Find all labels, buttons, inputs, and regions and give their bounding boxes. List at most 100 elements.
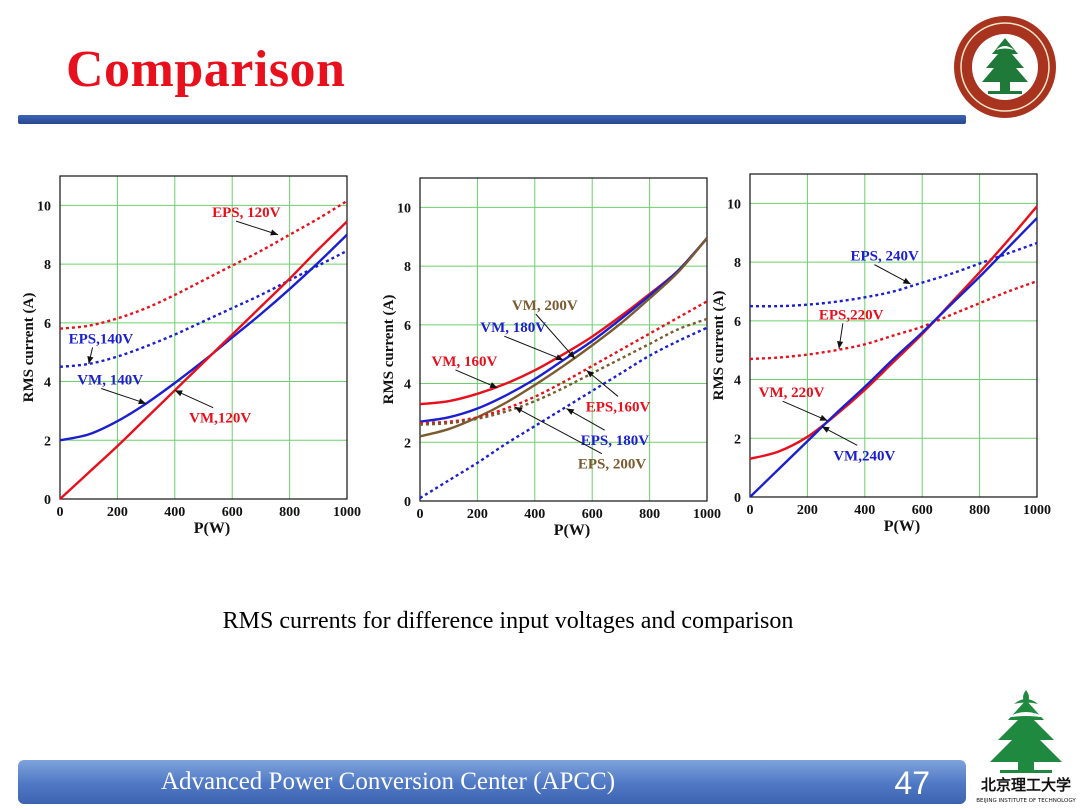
annotation-leader: [101, 388, 147, 405]
series-annotation: VM, 220V: [759, 385, 825, 401]
series-annotation: EPS,140V: [69, 331, 134, 347]
annotation-arrowhead: [567, 350, 575, 359]
annotation-arrowhead: [87, 356, 94, 364]
x-tick-label: 200: [797, 503, 818, 518]
series-line: [59, 249, 348, 369]
x-tick-label: 200: [467, 507, 488, 522]
series-line: [419, 300, 708, 425]
annotation-leader: [504, 335, 564, 361]
y-tick-label: 8: [404, 260, 411, 275]
series-annotation: VM, 140V: [77, 372, 143, 388]
annotation-arrowhead: [138, 398, 147, 405]
y-tick-label: 0: [734, 491, 741, 506]
series-annotation: VM, 180V: [480, 320, 546, 336]
annotation-arrowhead: [821, 426, 830, 433]
annotation-arrowhead: [270, 229, 279, 236]
title-divider: [18, 115, 966, 124]
x-tick-label: 1000: [693, 507, 721, 522]
series-line: [749, 241, 1038, 308]
y-axis-label: RMS current (A): [711, 291, 727, 401]
footer-bar: Advanced Power Conversion Center (APCC) …: [18, 760, 966, 804]
series-annotation: VM,120V: [189, 411, 251, 427]
annotation-arrowhead: [586, 370, 595, 378]
annotation-leader: [514, 406, 603, 455]
annotation-arrowhead: [514, 407, 523, 414]
annotation-leader: [455, 369, 498, 389]
chart-2: 0 200 400 600 800 1000 0 2 4 6 8 10 P(W) RMS current …: [381, 177, 721, 539]
annotation-leader: [535, 313, 576, 359]
chart-3: 0 200 400 600 800 1000 0 2 4 6 8 10 P(W) RMS current …: [711, 173, 1051, 535]
y-tick-label: 4: [44, 376, 51, 391]
y-tick-label: 10: [727, 197, 741, 212]
figure-caption: RMS currents for difference input voltag…: [222, 608, 794, 634]
annotation-arrowhead: [902, 277, 911, 285]
series-annotation: EPS, 180V: [581, 433, 650, 449]
series-annotation: EPS, 120V: [212, 205, 281, 221]
university-tree-logo-icon: 北京理工大学 BEIJING INSTITUTE OF TECHNOLOGY: [976, 690, 1076, 804]
x-tick-label: 600: [912, 503, 933, 518]
series-annotation: EPS, 240V: [850, 249, 919, 265]
university-seal-icon: [954, 16, 1056, 118]
logo-chinese-text: 北京理工大学: [981, 776, 1071, 794]
y-tick-label: 0: [404, 495, 411, 510]
x-axis-label: P(W): [884, 518, 920, 535]
y-tick-label: 2: [404, 436, 411, 451]
y-tick-label: 6: [44, 317, 51, 332]
series-line: [59, 199, 348, 330]
x-axis-label: P(W): [194, 520, 230, 537]
x-tick-label: 0: [417, 507, 424, 522]
series-annotation: VM, 200V: [512, 298, 578, 314]
x-axis-label: P(W): [554, 522, 590, 539]
x-tick-label: 800: [639, 507, 660, 522]
chart-1: 0 200 400 600 800 1000 0 2 4 6 8 10 P(W) RMS current …: [21, 175, 361, 537]
series-line: [59, 220, 348, 500]
y-tick-label: 10: [37, 199, 51, 214]
x-tick-label: 800: [969, 503, 990, 518]
y-tick-label: 0: [44, 493, 51, 508]
series-line: [749, 217, 1038, 498]
plot-frame: [419, 177, 708, 502]
annotation-arrowhead: [489, 382, 498, 388]
x-tick-label: 600: [222, 505, 243, 520]
logo-english-text: BEIJING INSTITUTE OF TECHNOLOGY: [976, 798, 1076, 804]
annotation-leader: [782, 400, 828, 422]
series-annotation: EPS,220V: [819, 307, 884, 323]
x-tick-label: 1000: [1023, 503, 1051, 518]
annotation-arrowhead: [837, 340, 844, 349]
page-number: 47: [894, 765, 930, 801]
y-tick-label: 2: [44, 434, 51, 449]
footer-text: Advanced Power Conversion Center (APCC): [160, 768, 616, 795]
annotation-arrowhead: [555, 354, 564, 361]
x-tick-label: 0: [57, 505, 64, 520]
plot-frame: [749, 173, 1038, 498]
series-annotation: EPS,160V: [586, 399, 651, 415]
series-annotation: EPS, 200V: [578, 457, 647, 473]
x-tick-label: 600: [582, 507, 603, 522]
y-tick-label: 10: [397, 201, 411, 216]
y-axis-label: RMS current (A): [21, 293, 37, 403]
x-tick-label: 1000: [333, 505, 361, 520]
x-tick-label: 400: [854, 503, 875, 518]
annotation-arrowhead: [819, 414, 828, 421]
y-axis-label: RMS current (A): [381, 295, 397, 405]
x-tick-label: 800: [279, 505, 300, 520]
series-line: [419, 317, 708, 426]
y-tick-label: 2: [734, 432, 741, 447]
y-tick-label: 6: [404, 319, 411, 334]
x-tick-label: 200: [107, 505, 128, 520]
series-annotation: VM,240V: [833, 448, 895, 464]
series-line: [749, 280, 1038, 361]
x-tick-label: 400: [524, 507, 545, 522]
annotation-arrowhead: [174, 390, 183, 397]
slide-title: Comparison: [66, 41, 346, 98]
x-tick-label: 0: [747, 503, 754, 518]
y-tick-label: 6: [734, 315, 741, 330]
y-tick-label: 4: [404, 378, 411, 393]
y-tick-label: 4: [734, 374, 741, 389]
x-tick-label: 400: [164, 505, 185, 520]
series-line: [419, 326, 708, 500]
y-tick-label: 8: [734, 256, 741, 271]
plot-area: [420, 178, 707, 501]
plot-frame: [59, 175, 348, 500]
y-tick-label: 8: [44, 258, 51, 273]
